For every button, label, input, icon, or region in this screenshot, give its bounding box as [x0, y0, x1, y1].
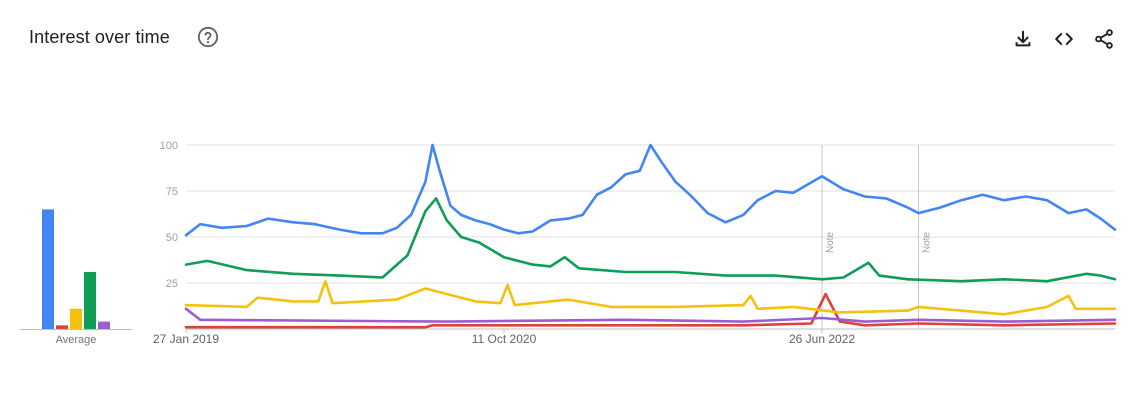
series-line-4 [184, 197, 1117, 283]
chart-grid [185, 144, 1115, 333]
series-line-3 [184, 279, 1117, 316]
y-tick-label: 50 [166, 232, 178, 244]
average-bar-1 [42, 209, 54, 329]
embed-code-icon[interactable] [1053, 28, 1075, 50]
series-line-1 [184, 143, 1117, 237]
help-circle-icon[interactable] [197, 26, 219, 48]
y-tick-label: 75 [166, 186, 178, 198]
x-tick-label: 27 Jan 2019 [153, 332, 219, 346]
note-label: Note [825, 231, 836, 253]
y-tick-label: 25 [166, 278, 178, 290]
average-bar-3 [70, 308, 82, 329]
x-tick-label: 26 Jun 2022 [789, 332, 855, 346]
x-tick-label: 11 Oct 2020 [472, 332, 537, 346]
card-title: Interest over time [29, 27, 170, 47]
note-label: Note [921, 231, 932, 253]
series-line-5 [184, 307, 1117, 323]
average-label: Average [55, 334, 97, 346]
share-icon[interactable] [1093, 28, 1115, 50]
average-bar-5 [98, 321, 110, 329]
average-bar-2 [56, 325, 68, 329]
chart-series [184, 143, 1117, 329]
y-tick-label: 100 [160, 140, 178, 152]
average-bar-4 [84, 271, 96, 329]
average-bars [20, 209, 132, 330]
chart-ticks: 25 50 75 100 27 Jan 2019 11 Oct 2020 26 Jun 20… [153, 140, 855, 346]
download-icon[interactable] [1012, 28, 1034, 50]
